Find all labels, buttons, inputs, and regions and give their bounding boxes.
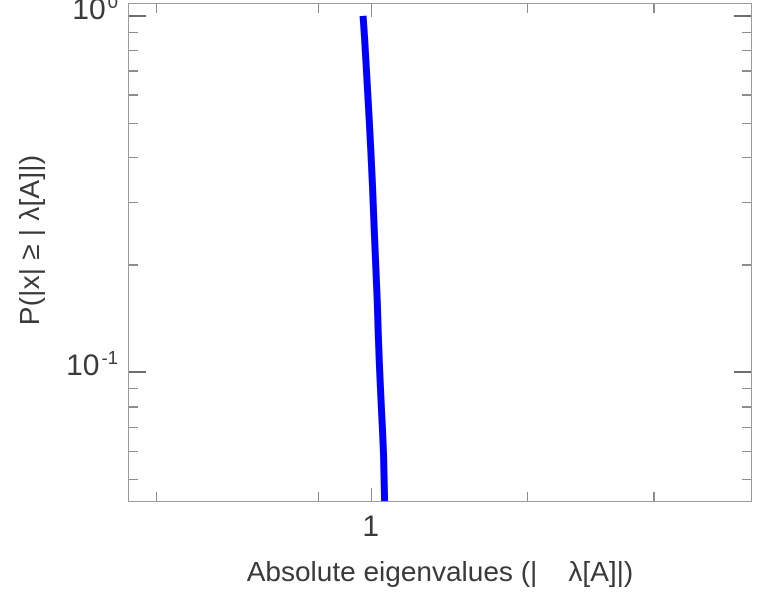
y-minor-tick-3-right — [742, 94, 751, 96]
y-minor-tick-6-right — [742, 201, 751, 203]
y-major-tick-1-right — [734, 371, 751, 374]
y-major-tick-0-left — [129, 14, 146, 17]
y-minor-tick-9-right — [742, 406, 751, 408]
y-minor-tick-10-right — [742, 426, 751, 429]
x-tick-4-bottom — [653, 492, 655, 501]
y-minor-tick-8-left — [129, 387, 138, 390]
y-tick-exponent: -1 — [101, 347, 118, 369]
y-minor-tick-8-right — [742, 387, 751, 390]
plot-axes — [128, 3, 752, 502]
y-minor-tick-9-left — [129, 406, 138, 408]
y-minor-tick-3-left — [129, 94, 138, 96]
data-series-layer — [359, 15, 389, 502]
y-tick-mantissa: 10 — [72, 0, 106, 26]
y-minor-tick-7-right — [742, 264, 751, 266]
y-axis-label: P(|x| ≥ | λ[A]|) — [14, 154, 45, 326]
x-tick-0-bottom — [155, 492, 158, 501]
x-tick-3-bottom — [526, 492, 529, 501]
y-minor-tick-10-left — [129, 426, 138, 429]
y-minor-tick-11-right — [742, 450, 751, 453]
data-line-series-0 — [359, 15, 389, 502]
y-minor-tick-5-right — [742, 157, 751, 159]
x-tick-label-2: 1 — [362, 510, 380, 543]
x-axis-label: Absolute eigenvalues (| λ[A]|) — [246, 556, 634, 587]
y-tick-label-1: 10 -1 — [0, 349, 118, 383]
y-minor-tick-2-right — [742, 70, 751, 72]
y-minor-tick-5-left — [129, 157, 138, 159]
y-minor-tick-1-right — [742, 49, 751, 52]
y-minor-tick-12-left — [129, 478, 138, 481]
y-major-tick-1-left — [129, 371, 146, 374]
y-minor-tick-4-left — [129, 122, 138, 124]
y-minor-tick-0-left — [129, 31, 138, 33]
x-tick-1-top — [318, 4, 320, 13]
y-minor-tick-6-left — [129, 201, 138, 203]
x-tick-1-bottom — [318, 492, 320, 501]
y-minor-tick-7-left — [129, 264, 138, 266]
y-minor-tick-4-right — [742, 122, 751, 124]
x-tick-2-bottom — [371, 488, 373, 501]
y-minor-tick-12-right — [742, 478, 751, 481]
y-minor-tick-0-right — [742, 31, 751, 33]
y-tick-mantissa: 10 — [66, 349, 100, 383]
y-tick-exponent: 0 — [107, 0, 118, 12]
x-tick-3-top — [526, 4, 529, 13]
y-minor-tick-2-left — [129, 70, 138, 72]
x-tick-4-top — [653, 4, 655, 13]
x-tick-2-top — [371, 4, 373, 17]
y-minor-tick-11-left — [129, 450, 138, 453]
y-minor-tick-1-left — [129, 49, 138, 52]
y-major-tick-0-right — [734, 14, 751, 17]
x-tick-0-top — [155, 4, 158, 13]
y-tick-label-0: 10 0 — [0, 0, 118, 25]
